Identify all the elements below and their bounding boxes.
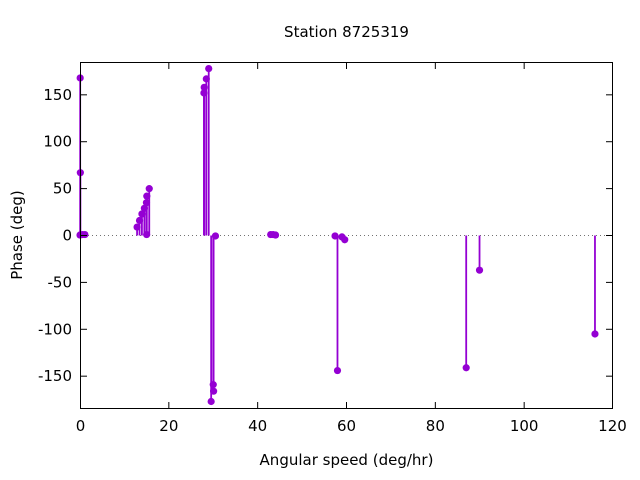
data-point	[271, 231, 280, 239]
data-point	[211, 232, 220, 240]
y-tick-label: 100	[43, 133, 72, 151]
data-point	[210, 387, 218, 395]
data-point	[462, 364, 470, 372]
x-tick-label: 40	[248, 417, 267, 435]
data-point	[591, 330, 599, 338]
data-point	[341, 236, 349, 244]
data-point	[331, 232, 339, 240]
y-tick-label: -150	[38, 367, 72, 385]
data-point	[200, 89, 208, 97]
data-point	[145, 185, 153, 193]
data-point	[142, 199, 151, 207]
data-point	[475, 266, 484, 274]
x-tick-label: 60	[337, 417, 356, 435]
data-point	[202, 75, 210, 83]
data-point	[209, 381, 217, 389]
data-point	[140, 204, 148, 212]
data-point	[205, 64, 213, 73]
data-point	[138, 210, 146, 218]
y-tick-label: 150	[43, 86, 72, 104]
x-tick-label: 80	[426, 417, 445, 435]
y-tick-label: -100	[38, 320, 72, 338]
data-point	[133, 223, 141, 231]
data-point	[207, 397, 215, 406]
y-tick-label: 0	[62, 227, 72, 245]
data-point	[143, 192, 151, 200]
y-tick-label: -50	[48, 273, 73, 291]
x-axis-label: Angular speed (deg/hr)	[259, 451, 434, 469]
chart-title: Station 8725319	[284, 23, 409, 41]
x-tick-label: 120	[598, 417, 627, 435]
x-tick-label: 0	[76, 417, 86, 435]
data-point	[143, 230, 151, 239]
data-point	[135, 216, 144, 225]
data-point	[333, 366, 342, 375]
y-tick-label: 50	[53, 180, 72, 198]
x-tick-label: 100	[510, 417, 539, 435]
x-tick-label: 20	[159, 417, 178, 435]
data-point	[200, 83, 208, 91]
data-point	[81, 230, 89, 239]
